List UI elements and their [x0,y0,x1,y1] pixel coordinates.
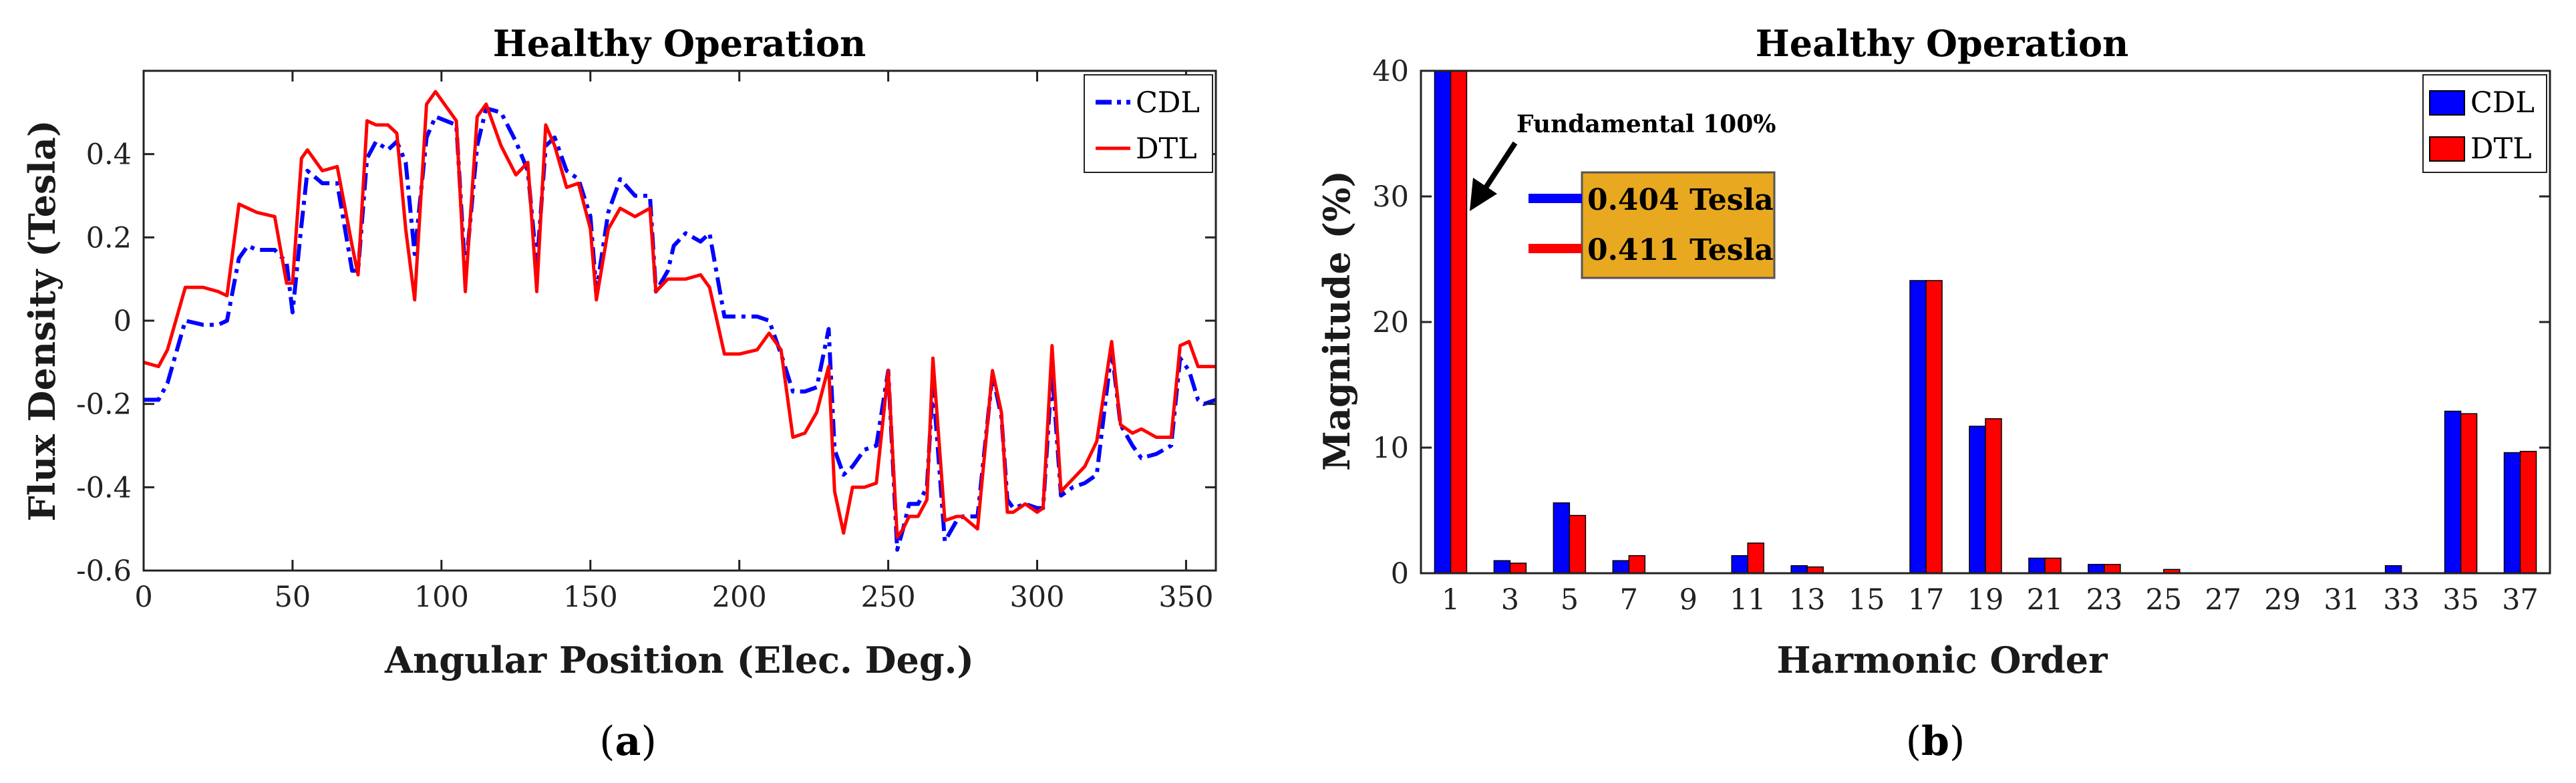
chart-a-series [143,90,1217,552]
bar-cdl-h35 [2444,410,2462,574]
chart-b-xtick-label: 35 [2442,583,2479,617]
chart-a-ylabel: Flux Density (Tesla) [21,120,63,522]
bar-cdl-h21 [2028,557,2046,574]
bar-cdl-h5 [1553,502,1571,574]
chart-a-caption: (a) [599,718,657,765]
bar-dtl-h23 [2104,564,2121,574]
annotation-arrow-head [1470,178,1497,211]
chart-b-ytick-label: 0 [1391,557,1409,591]
chart-a: Healthy Operation 0 50 100 150 200 250 300 350 -… [21,22,1217,765]
chart-b-caption: (b) [1906,718,1965,765]
chart-b-legend-cdl-swatch [2429,90,2465,116]
chart-b-caption-letter: b [1921,718,1949,765]
chart-b-xtick-label: 5 [1561,583,1579,617]
chart-b-xtick-label: 19 [1967,583,2004,617]
bar-dtl-h37 [2519,450,2537,574]
chart-a-ytick-label: 0.4 [86,138,132,172]
chart-b-xtick-label: 37 [2502,583,2539,617]
chart-b-ytick-label: 20 [1372,306,1409,339]
chart-a-xtick-label: 100 [414,581,469,614]
chart-a-legend-dtl: DTL [1136,132,1197,166]
chart-b-xtick-label: 15 [1848,583,1885,617]
chart-b-xtick-label: 7 [1620,583,1638,617]
bar-cdl-h13 [1790,565,1808,574]
chart-b-ytick-label: 30 [1372,180,1409,214]
bar-dtl-h17 [1925,280,1943,574]
chart-b-xtick-label: 3 [1501,583,1519,617]
annotation-arrow-shaft [1479,141,1518,196]
bar-dtl-h1 [1450,70,1468,574]
chart-a-ytick-label: -0.2 [76,388,132,422]
chart-a-ytick-label: -0.4 [76,471,132,504]
chart-b: Healthy Operation 1 3 5 7 9 11 13 15 17 19 21 23 25 2… [1315,22,2551,765]
fundamental-annotation: Fundamental 100% [1516,110,1776,138]
chart-b-xtick-label: 1 [1442,583,1460,617]
chart-b-xtick-label: 25 [2145,583,2182,617]
chart-b-xlabel: Harmonic Order [1776,639,2108,681]
chart-b-ytick-label: 10 [1372,432,1409,465]
chart-b-xtick-label: 27 [2205,583,2241,617]
chart-b-xtick-label: 11 [1730,583,1766,617]
chart-a-xlabel: Angular Position (Elec. Deg.) [384,639,974,681]
bar-cdl-h11 [1731,555,1748,574]
chart-b-xtick-label: 29 [2264,583,2301,617]
bar-cdl-h1 [1434,70,1452,574]
chart-a-xtick-label: 50 [275,581,311,614]
chart-a-legend-cdl: CDL [1136,86,1200,120]
fundamental-cdl-value: 0.404 Tesla [1587,183,1774,217]
chart-b-title: Healthy Operation [1756,22,2129,65]
chart-a-ytick-label: -0.6 [76,555,132,588]
chart-b-xtick-label: 21 [2027,583,2064,617]
chart-b-xtick-label: 17 [1908,583,1945,617]
bar-cdl-h17 [1909,280,1927,574]
chart-b-xtick-label: 33 [2383,583,2420,617]
chart-a-xtick-label: 350 [1158,581,1213,614]
bar-dtl-h5 [1569,514,1587,574]
chart-b-annotation: Fundamental 100% 0.404 Tesla 0.411 Tesla [1470,110,1776,279]
bar-cdl-h7 [1612,560,1630,574]
bar-dtl-h21 [2044,557,2062,574]
chart-a-xtick-label: 0 [134,581,152,614]
chart-b-legend-dtl-swatch [2429,136,2465,162]
bar-cdl-h33 [2384,565,2402,574]
chart-a-xtick-label: 200 [712,581,767,614]
chart-b-legend-dtl: DTL [2470,132,2532,166]
bar-cdl-h3 [1493,560,1511,574]
chart-a-legend: CDL DTL [1084,74,1213,173]
chart-a-xtick-label: 300 [1009,581,1064,614]
bar-cdl-h23 [2088,564,2105,574]
chart-b-bars [1434,70,2537,574]
chart-b-ylabel: Magnitude (%) [1315,170,1358,471]
chart-b-ytick-label: 40 [1372,55,1409,88]
series-line-dtl [143,90,1216,539]
chart-a-plot-area [144,71,1216,571]
bar-dtl-h7 [1628,555,1646,574]
chart-a-caption-letter: a [615,718,641,765]
chart-b-legend-cdl: CDL [2470,86,2535,120]
bar-dtl-h11 [1747,542,1764,574]
chart-a-ytick-label: 0 [114,305,132,338]
chart-a-ticks: 0 50 100 150 200 250 300 350 -0.6 -0.4 -0.2 0 0.2 0.4 [76,71,1216,614]
chart-a-xtick-label: 150 [563,581,618,614]
chart-a-grid [144,71,1216,571]
chart-b-xtick-label: 13 [1789,583,1826,617]
bar-dtl-h19 [1985,418,2002,574]
chart-b-xtick-label: 23 [2086,583,2123,617]
fundamental-value-box [1581,171,1776,279]
chart-a-legend-box [1084,74,1213,173]
fundamental-dtl-value: 0.411 Tesla [1587,233,1774,267]
bar-cdl-h19 [1969,426,1986,574]
chart-a-ytick-label: 0.2 [86,221,132,255]
chart-b-xtick-label: 9 [1679,583,1698,617]
bar-dtl-h35 [2460,413,2478,574]
chart-b-ticks: 1 3 5 7 9 11 13 15 17 19 21 23 25 27 29 31 33 35 370102030… [1372,55,2550,617]
chart-b-xtick-label: 31 [2323,583,2360,617]
chart-a-xtick-label: 250 [861,581,916,614]
chart-b-legend: CDL DTL [2422,74,2547,173]
bar-dtl-h3 [1509,563,1527,574]
bar-cdl-h37 [2503,452,2521,574]
chart-a-title: Healthy Operation [493,22,866,65]
